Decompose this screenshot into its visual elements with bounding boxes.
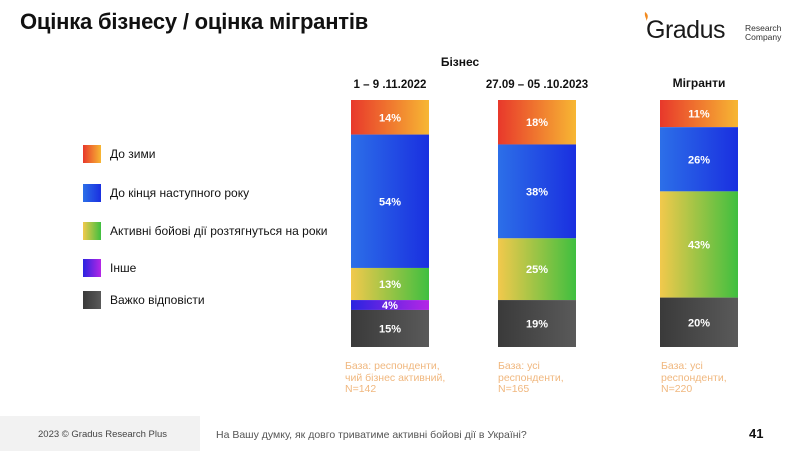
logo-subtitle-line2: Company [745,32,782,42]
bar-segment [498,100,576,145]
base-note-1: База: респонденти, чий бізнес активний, … [345,360,446,395]
legend-label: Активні бойові дії розтягнуться на роки [110,224,328,238]
logo-subtitle-line1: Research [745,23,782,33]
base-note-3: База: усі респонденти, N=220 [661,360,727,395]
bar-segment [660,297,738,347]
bar-segment [498,300,576,347]
bar-segment [498,238,576,301]
legend-item-winter: До зими [83,145,383,165]
bar-segment [498,144,576,239]
legend-label: До зими [110,147,156,161]
footer-copyright-panel: 2023 © Gradus Research Plus [0,416,200,451]
bar-segment [660,100,738,128]
footer-question: На Вашу думку, як довго триватиме активн… [216,429,527,441]
logo-subtitle: Research Company [745,24,795,42]
legend-swatch [83,291,101,309]
footer-copyright: 2023 © Gradus Research Plus [38,429,167,440]
legend-swatch [83,222,101,240]
bar-segment [351,100,429,135]
legend-item-other: Інше [83,259,383,279]
legend-swatch [83,145,101,163]
group-label-business: Бізнес [440,55,480,69]
data-label: 38% [526,186,548,198]
data-label: 26% [688,154,710,166]
data-label: 14% [379,112,401,124]
data-label: 19% [526,319,548,331]
company-logo: Gradus Research Company [638,12,788,52]
base-note-2: База: усі респонденти, N=165 [498,360,564,395]
category-label: 27.09 – 05 .10.2023 [486,79,588,91]
data-label: 25% [526,264,548,276]
page-title: Оцінка бізнесу / оцінка мігрантів [20,9,369,34]
logo-wordmark: Gradus [646,16,725,44]
bar-segment [351,267,429,301]
legend-label: Важко відповісти [110,293,205,307]
bar-segment [660,191,738,298]
data-label: 11% [688,109,710,121]
legend-swatch [83,184,101,202]
legend-item-next-year: До кінця наступного року [83,184,383,204]
group-label-migrants: Мігранти [672,76,726,90]
legend-label: Інше [110,261,137,275]
data-label: 18% [526,117,548,129]
data-label: 15% [379,323,401,335]
logo-flame-icon [644,12,648,21]
page-number: 41 [749,426,764,441]
legend-label: До кінця наступного року [110,186,250,200]
legend-item-hard-to-say: Важко відповісти [83,291,383,311]
bar-segment [351,134,429,268]
data-label: 4% [382,300,398,312]
bar-segment [351,309,429,347]
bar-segment [351,300,429,310]
data-label: 54% [379,196,401,208]
legend-swatch [83,259,101,277]
data-label: 20% [688,317,710,329]
legend-item-years: Активні бойові дії розтягнуться на роки [83,222,383,242]
data-label: 43% [688,239,710,251]
data-label: 13% [379,279,401,291]
bar-segment [660,127,738,192]
category-label: 1 – 9 .11.2022 [354,79,427,91]
